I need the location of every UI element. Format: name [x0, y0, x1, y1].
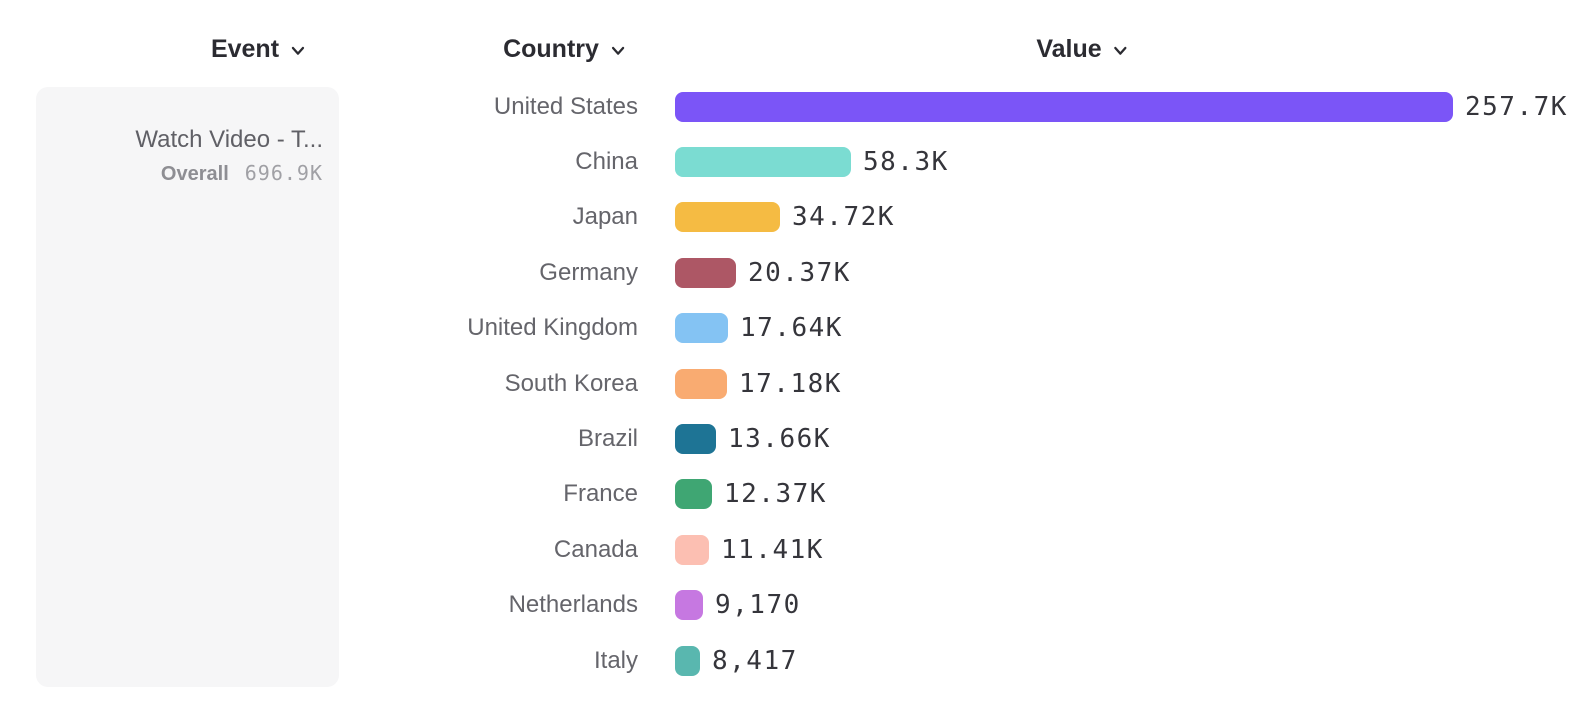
value-label: 34.72K: [792, 202, 895, 233]
value-label: 11.41K: [721, 534, 824, 565]
country-label: China: [575, 148, 638, 176]
country-row: China 58.3K: [0, 134, 1584, 189]
value-bar[interactable]: [675, 257, 736, 288]
country-label: Brazil: [577, 425, 638, 453]
value-column-label: Value: [1036, 35, 1102, 63]
event-column-header[interactable]: Event: [211, 35, 305, 64]
country-label: Japan: [572, 203, 638, 231]
country-label: Germany: [539, 258, 638, 286]
value-bar[interactable]: [675, 590, 703, 621]
chevron-down-icon: [1114, 46, 1127, 55]
value-bar[interactable]: [675, 645, 700, 676]
country-row: United States 257.7K: [0, 79, 1584, 134]
event-column-label: Event: [210, 35, 280, 63]
overall-value: 696.9K: [244, 161, 323, 185]
chevron-down-icon: [291, 46, 305, 55]
country-row: South Korea 17.18K: [0, 356, 1584, 411]
value-bar[interactable]: [675, 479, 712, 510]
country-row: Japan 34.72K: [0, 190, 1584, 245]
value-bar[interactable]: [675, 91, 1453, 122]
value-column-header[interactable]: Value: [1036, 35, 1127, 64]
value-bar[interactable]: [675, 368, 727, 399]
country-row: Canada 11.41K: [0, 522, 1584, 577]
value-bar[interactable]: [675, 202, 780, 233]
value-label: 8,417: [712, 645, 798, 676]
country-row: Germany 20.37K: [0, 245, 1584, 300]
value-label: 58.3K: [863, 147, 949, 178]
country-label: South Korea: [504, 369, 638, 397]
country-column-header[interactable]: Country: [503, 35, 625, 64]
value-bar[interactable]: [675, 313, 728, 344]
value-bar[interactable]: [675, 147, 851, 178]
country-label: United States: [493, 92, 638, 120]
event-card[interactable]: Watch Video - T... Overall 696.9K: [36, 87, 339, 687]
country-bar-list: United States 257.7K China 58.3K Japan 3…: [0, 79, 1584, 688]
country-label: Canada: [553, 535, 638, 563]
value-label: 17.64K: [740, 313, 843, 344]
value-label: 257.7K: [1465, 91, 1568, 122]
value-label: 20.37K: [748, 257, 851, 288]
country-column-label: Country: [503, 35, 599, 63]
value-bar[interactable]: [675, 534, 709, 565]
event-title: Watch Video - T...: [135, 126, 323, 153]
country-row: Brazil 13.66K: [0, 411, 1584, 466]
country-label: United Kingdom: [467, 314, 638, 342]
country-row: France 12.37K: [0, 467, 1584, 522]
value-bar[interactable]: [675, 424, 716, 455]
country-label: Netherlands: [508, 591, 638, 619]
country-label: Italy: [593, 646, 638, 674]
value-label: 13.66K: [728, 424, 831, 455]
country-row: United Kingdom 17.64K: [0, 301, 1584, 356]
event-overall-row: Overall 696.9K: [52, 160, 323, 187]
value-label: 17.18K: [739, 368, 842, 399]
country-row: Netherlands 9,170: [0, 578, 1584, 633]
value-label: 9,170: [715, 590, 801, 621]
country-row: Italy 8,417: [0, 633, 1584, 688]
overall-label: Overall: [160, 163, 229, 185]
value-label: 12.37K: [724, 479, 827, 510]
country-label: France: [563, 480, 638, 508]
chevron-down-icon: [611, 46, 625, 55]
